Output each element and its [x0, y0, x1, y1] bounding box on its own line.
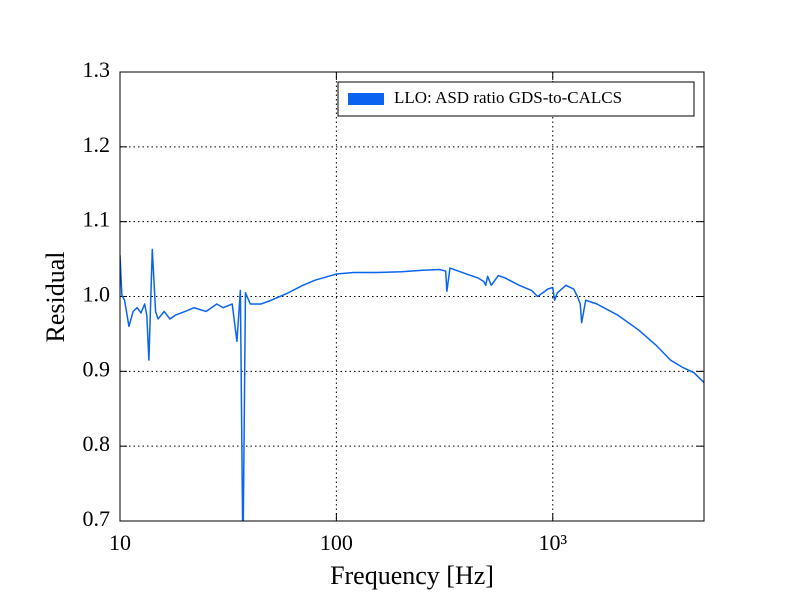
plot-area	[120, 248, 704, 521]
legend: LLO: ASD ratio GDS-to-CALCS	[337, 81, 695, 117]
legend-label: LLO: ASD ratio GDS-to-CALCS	[394, 88, 622, 107]
y-tick-label: 1.1	[83, 207, 111, 232]
x-axis-label: Frequency [Hz]	[330, 561, 494, 590]
x-tick-label: 100	[320, 530, 353, 555]
legend-box	[337, 81, 695, 117]
plot-frame	[119, 71, 705, 522]
y-tick-label: 1.0	[83, 282, 111, 307]
x-tick-label: 10³	[538, 530, 567, 555]
y-axis-label: Residual	[41, 252, 70, 343]
data-line	[120, 248, 704, 521]
y-tick-label: 1.2	[83, 132, 111, 157]
x-tick-label: 10	[109, 530, 131, 555]
y-tick-label: 0.7	[83, 506, 111, 531]
legend-swatch	[348, 93, 384, 105]
y-tick-label: 1.3	[83, 57, 111, 82]
y-tick-label: 0.8	[83, 431, 111, 456]
y-tick-label: 0.9	[83, 356, 111, 381]
